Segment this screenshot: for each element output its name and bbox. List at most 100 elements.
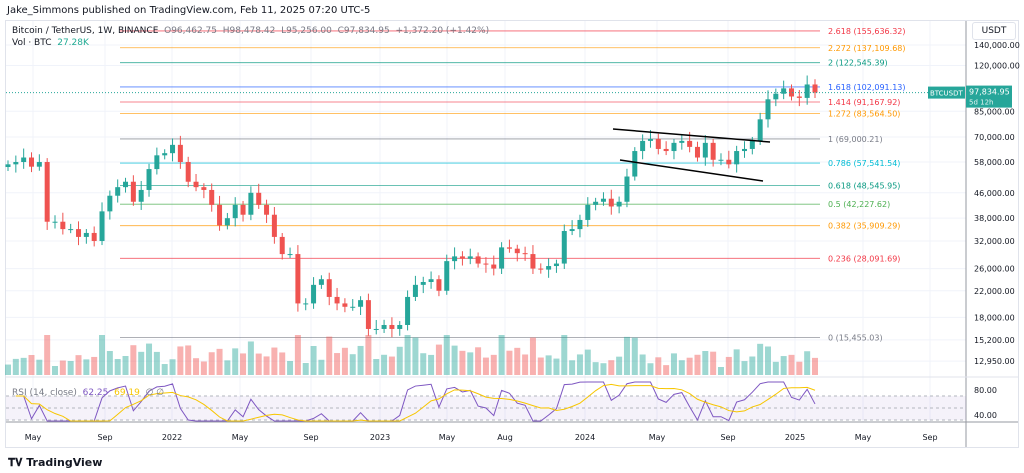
volume-bar	[381, 354, 388, 375]
candle-body	[734, 151, 740, 165]
volume-bar	[678, 360, 685, 375]
volume-bar	[99, 335, 106, 375]
publish-info: Jake_Simmons published on TradingView.co…	[7, 5, 371, 16]
volume-bar	[569, 360, 576, 375]
candle-body	[21, 157, 27, 163]
volume-legend: Vol · BTC 27.28K	[12, 38, 89, 48]
volume-bar	[475, 347, 482, 375]
candle-body	[5, 164, 11, 168]
last-price-value: 97,834.95	[969, 88, 1010, 97]
volume-value: 27.28K	[57, 38, 89, 48]
candle-body	[397, 324, 403, 329]
candle-body	[201, 187, 207, 190]
candle-body	[585, 204, 591, 220]
candle-body	[640, 140, 646, 152]
fib-level-label: 1 (69,000.21)	[828, 135, 883, 144]
time-tick-label: Sep	[922, 433, 937, 442]
candle-body	[350, 306, 356, 308]
candle-body	[279, 236, 285, 255]
volume-bar	[490, 354, 497, 375]
time-tick-label: 2022	[162, 433, 182, 442]
time-tick-label: Sep	[720, 433, 735, 442]
fib-level-label: 1.414 (91,167.92)	[828, 98, 900, 107]
candle-body	[130, 181, 136, 202]
volume-bar	[287, 361, 294, 375]
candle-body	[162, 153, 168, 156]
volume-bar	[247, 341, 254, 375]
candle-body	[679, 140, 685, 143]
chart-frame	[5, 20, 1019, 448]
candle-body	[44, 162, 50, 222]
volume-bar	[326, 336, 333, 375]
volume-bar	[412, 337, 419, 375]
volume-bar	[804, 351, 811, 375]
volume-bar	[67, 361, 74, 375]
volume-bar	[443, 335, 450, 375]
candle-body	[412, 284, 418, 297]
volume-bar	[623, 336, 630, 375]
candle-body	[773, 93, 779, 100]
volume-bar	[279, 352, 286, 375]
logo-icon: 𝐓𝐕	[8, 456, 27, 469]
candle-body	[248, 192, 254, 215]
candle-body	[436, 279, 442, 291]
volume-bar	[161, 364, 168, 375]
ohlc-open: O96,462.75	[164, 26, 218, 36]
volume-bar	[193, 358, 200, 375]
currency-button[interactable]: USDT	[972, 22, 1016, 40]
candle-body	[647, 138, 653, 141]
candle-body	[593, 201, 599, 205]
logo-text: TradingView	[26, 456, 103, 469]
volume-bar	[576, 354, 583, 375]
fib-level-label: 1.272 (83,564.50)	[828, 110, 900, 119]
time-tick-label: Sep	[303, 433, 318, 442]
last-price-tag	[966, 85, 1012, 108]
volume-bar	[725, 356, 732, 375]
symbol-name[interactable]: Bitcoin / TetherUS, 1W, BINANCE	[12, 26, 159, 36]
candle-body	[29, 157, 35, 167]
rsi-label[interactable]: RSI (14, close)	[12, 388, 77, 398]
candle-body	[99, 211, 105, 242]
candle-body	[224, 218, 230, 226]
candle-body	[318, 279, 324, 285]
volume-bar	[741, 361, 748, 375]
volume-bar	[232, 348, 239, 375]
candle-body	[193, 181, 199, 188]
price-tick-label: 58,000.00	[974, 158, 1015, 167]
volume-bar	[240, 353, 247, 375]
volume-bar	[388, 356, 395, 375]
candle-body	[608, 198, 614, 207]
volume-bar	[584, 349, 591, 375]
time-tick-label: 2023	[370, 433, 390, 442]
volume-bar	[764, 346, 771, 375]
candle-body	[358, 300, 364, 307]
volume-bar	[710, 351, 717, 375]
time-tick-label: May	[232, 433, 249, 442]
candle-body	[499, 247, 505, 269]
volume-bar	[694, 354, 701, 375]
volume-bar	[404, 335, 411, 375]
price-tick-label: 12,950.00	[974, 357, 1015, 366]
candle-body	[311, 284, 317, 304]
volume-bar	[670, 353, 677, 375]
candle-body	[326, 279, 332, 297]
volume-bar	[796, 361, 803, 375]
time-tick-label: May	[25, 433, 42, 442]
candle-body	[741, 148, 747, 152]
volume-bar	[294, 335, 301, 375]
volume-bar	[271, 347, 278, 375]
candle-body	[655, 138, 661, 149]
symbol-tag-label: BTCUSDT	[930, 90, 964, 98]
volume-bar	[788, 354, 795, 375]
candle-body	[177, 144, 183, 163]
volume-label: Vol · BTC	[12, 38, 52, 48]
candle-body	[68, 229, 74, 231]
candle-body	[749, 140, 755, 149]
candle-body	[569, 229, 575, 232]
candle-body	[287, 254, 293, 256]
wedge-upper-line	[612, 128, 771, 143]
volume-bar	[506, 350, 513, 375]
volume-bar	[459, 350, 466, 375]
candle-body	[83, 232, 89, 237]
